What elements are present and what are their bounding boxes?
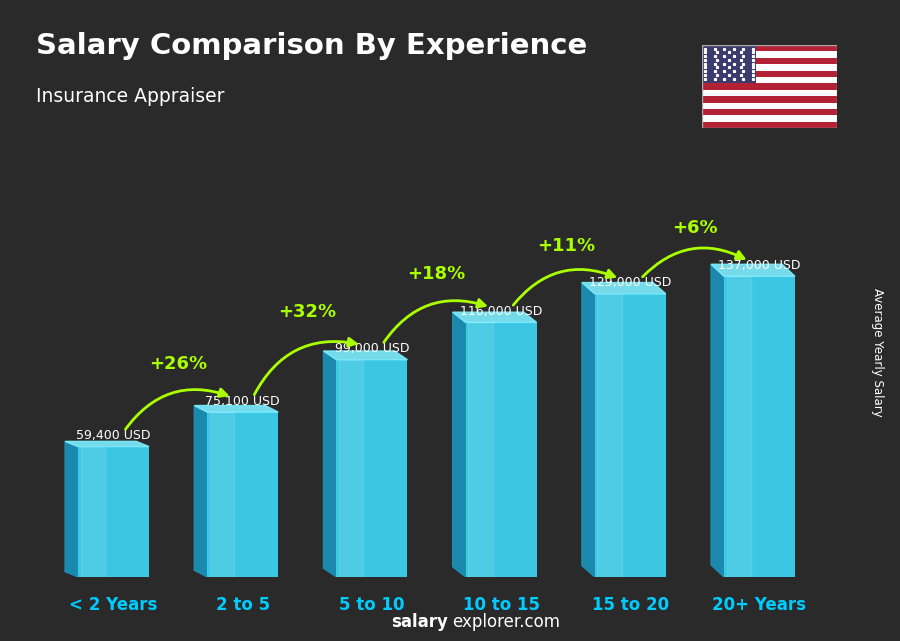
Text: Insurance Appraiser: Insurance Appraiser bbox=[36, 87, 224, 106]
Bar bbox=[702, 103, 837, 109]
Polygon shape bbox=[323, 351, 408, 360]
Text: 75,100 USD: 75,100 USD bbox=[205, 395, 280, 408]
Polygon shape bbox=[711, 264, 795, 276]
Polygon shape bbox=[453, 312, 536, 322]
Text: 59,400 USD: 59,400 USD bbox=[76, 429, 151, 442]
Text: 116,000 USD: 116,000 USD bbox=[460, 305, 543, 318]
Polygon shape bbox=[468, 322, 492, 577]
Bar bbox=[702, 83, 837, 90]
Polygon shape bbox=[210, 412, 234, 577]
Text: 99,000 USD: 99,000 USD bbox=[335, 342, 410, 355]
Text: +11%: +11% bbox=[536, 237, 595, 254]
Polygon shape bbox=[81, 447, 105, 577]
Bar bbox=[595, 294, 666, 577]
Bar bbox=[702, 90, 837, 96]
Polygon shape bbox=[65, 442, 78, 577]
Bar bbox=[702, 64, 837, 71]
Bar bbox=[724, 276, 795, 577]
Bar bbox=[78, 447, 149, 577]
Bar bbox=[702, 51, 837, 58]
Polygon shape bbox=[339, 360, 364, 577]
Polygon shape bbox=[194, 406, 278, 412]
Text: +32%: +32% bbox=[278, 303, 337, 320]
Text: 137,000 USD: 137,000 USD bbox=[718, 259, 801, 272]
Bar bbox=[702, 122, 837, 128]
Bar bbox=[702, 71, 837, 77]
Polygon shape bbox=[65, 442, 149, 447]
Bar bbox=[702, 77, 837, 83]
Text: +6%: +6% bbox=[672, 219, 717, 237]
Polygon shape bbox=[726, 276, 751, 577]
Polygon shape bbox=[581, 283, 595, 577]
Text: explorer.com: explorer.com bbox=[452, 613, 560, 631]
Polygon shape bbox=[194, 406, 207, 577]
Bar bbox=[702, 45, 837, 51]
Text: +26%: +26% bbox=[149, 355, 207, 373]
Polygon shape bbox=[453, 312, 465, 577]
Text: Average Yearly Salary: Average Yearly Salary bbox=[871, 288, 884, 417]
Polygon shape bbox=[711, 264, 724, 577]
Polygon shape bbox=[598, 294, 622, 577]
Bar bbox=[207, 412, 278, 577]
Bar bbox=[702, 109, 837, 115]
Bar bbox=[702, 45, 756, 83]
Bar bbox=[702, 58, 837, 64]
Bar bbox=[337, 360, 408, 577]
Bar bbox=[702, 115, 837, 122]
Bar bbox=[465, 322, 536, 577]
Polygon shape bbox=[581, 283, 666, 294]
Text: 129,000 USD: 129,000 USD bbox=[590, 276, 671, 289]
Text: salary: salary bbox=[392, 613, 448, 631]
Text: +18%: +18% bbox=[408, 265, 465, 283]
Bar bbox=[702, 96, 837, 103]
Polygon shape bbox=[323, 351, 337, 577]
Text: Salary Comparison By Experience: Salary Comparison By Experience bbox=[36, 32, 587, 60]
